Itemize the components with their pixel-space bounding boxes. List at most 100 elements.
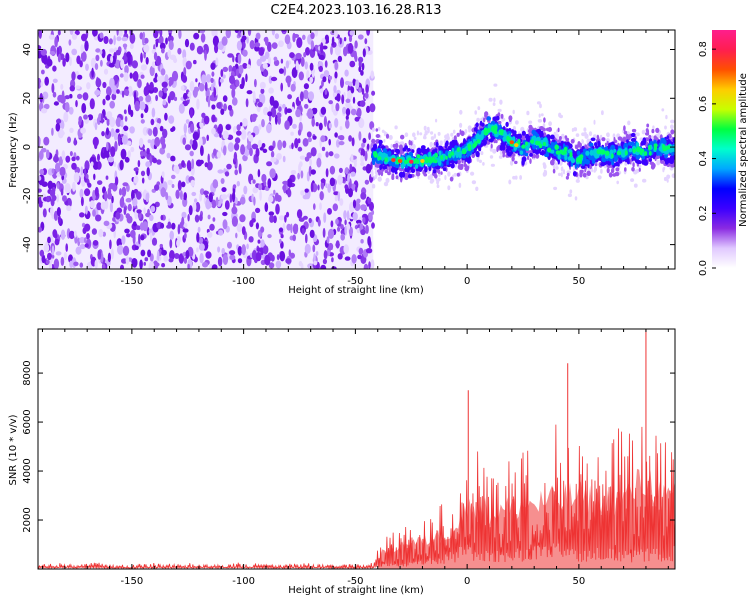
noise-cell bbox=[331, 36, 335, 46]
noise-cell bbox=[153, 262, 160, 267]
signal-cell bbox=[537, 119, 543, 123]
noise-cell bbox=[283, 66, 287, 76]
signal-cell bbox=[542, 141, 547, 147]
noise-cell bbox=[47, 180, 53, 190]
noise-cell bbox=[79, 236, 86, 244]
noise-cell bbox=[334, 195, 338, 202]
noise-cell bbox=[146, 84, 151, 91]
noise-cell bbox=[347, 173, 350, 184]
noise-cell bbox=[51, 127, 54, 136]
signal-cell bbox=[438, 145, 442, 151]
signal-cell bbox=[528, 120, 533, 124]
noise-cell bbox=[325, 168, 329, 178]
noise-cell bbox=[90, 161, 94, 167]
noise-cell bbox=[185, 250, 190, 259]
noise-cell bbox=[365, 224, 369, 234]
noise-cell bbox=[191, 158, 195, 170]
signal-cell bbox=[613, 154, 616, 159]
signal-cell bbox=[666, 178, 669, 183]
signal-cell bbox=[430, 176, 433, 182]
noise-cell bbox=[248, 236, 254, 243]
noise-cell bbox=[283, 183, 287, 194]
noise-cell bbox=[62, 57, 66, 67]
noise-cell bbox=[188, 205, 193, 216]
signal-cell bbox=[412, 132, 416, 138]
noise-cell bbox=[290, 170, 297, 175]
noise-cell bbox=[304, 188, 309, 193]
signal-cell bbox=[550, 144, 555, 150]
noise-cell bbox=[99, 50, 103, 55]
noise-cell bbox=[221, 187, 227, 193]
signal-cell bbox=[627, 120, 631, 126]
noise-cell bbox=[255, 207, 261, 214]
noise-cell bbox=[110, 248, 114, 260]
noise-cell bbox=[65, 243, 68, 252]
signal-cell bbox=[577, 156, 582, 162]
noise-cell bbox=[313, 260, 318, 266]
noise-cell bbox=[51, 168, 55, 174]
noise-cell bbox=[320, 106, 327, 115]
x-tick-label: -100 bbox=[232, 576, 255, 587]
noise-cell bbox=[211, 71, 215, 77]
signal-cell bbox=[499, 150, 503, 155]
noise-cell bbox=[282, 155, 286, 163]
snr-series bbox=[38, 329, 675, 569]
noise-cell bbox=[83, 114, 88, 120]
signal-cell bbox=[402, 147, 407, 152]
signal-cell bbox=[650, 164, 655, 170]
noise-cell bbox=[181, 211, 187, 219]
signal-cell bbox=[600, 162, 605, 167]
noise-cell bbox=[303, 83, 309, 90]
signal-cell bbox=[564, 135, 568, 139]
signal-cell bbox=[375, 128, 379, 132]
noise-cell bbox=[168, 258, 174, 263]
noise-cell bbox=[161, 171, 165, 178]
noise-cell bbox=[317, 152, 322, 160]
noise-cell bbox=[185, 119, 190, 124]
noise-cell bbox=[198, 30, 206, 34]
noise-cell bbox=[261, 143, 266, 148]
signal-cell bbox=[601, 137, 606, 142]
signal-cell bbox=[606, 132, 610, 138]
noise-cell bbox=[278, 227, 284, 232]
noise-cell bbox=[134, 100, 141, 112]
noise-cell bbox=[119, 197, 125, 208]
noise-cell bbox=[57, 215, 62, 225]
noise-cell bbox=[84, 205, 88, 215]
signal-cell bbox=[642, 138, 647, 145]
signal-cell bbox=[651, 128, 655, 134]
noise-cell bbox=[38, 150, 44, 160]
noise-cell bbox=[358, 66, 362, 73]
signal-cell bbox=[502, 153, 506, 158]
noise-cell bbox=[122, 245, 130, 256]
noise-cell bbox=[176, 239, 181, 247]
noise-cell bbox=[222, 74, 226, 79]
noise-cell bbox=[44, 76, 49, 86]
noise-cell bbox=[273, 56, 278, 62]
signal-cell bbox=[632, 148, 637, 154]
noise-cell bbox=[187, 214, 190, 222]
noise-cell bbox=[103, 36, 109, 44]
signal-cell bbox=[660, 137, 666, 142]
noise-cell bbox=[335, 139, 340, 148]
signal-cell bbox=[434, 152, 439, 158]
noise-cell bbox=[318, 122, 323, 131]
signal-cell bbox=[391, 149, 395, 155]
noise-cell bbox=[364, 38, 368, 45]
noise-cell bbox=[348, 226, 353, 237]
signal-cell bbox=[492, 102, 496, 106]
noise-cell bbox=[143, 44, 150, 53]
noise-cell bbox=[53, 210, 58, 221]
noise-cell bbox=[163, 254, 169, 262]
signal-cell bbox=[508, 146, 512, 152]
noise-cell bbox=[234, 30, 239, 33]
noise-cell bbox=[210, 62, 216, 70]
noise-cell bbox=[133, 90, 137, 102]
noise-cell bbox=[302, 215, 308, 220]
signal-cell bbox=[456, 132, 460, 137]
noise-cell bbox=[166, 224, 172, 229]
noise-cell bbox=[275, 260, 282, 269]
noise-cell bbox=[245, 73, 248, 83]
noise-cell bbox=[299, 155, 306, 160]
